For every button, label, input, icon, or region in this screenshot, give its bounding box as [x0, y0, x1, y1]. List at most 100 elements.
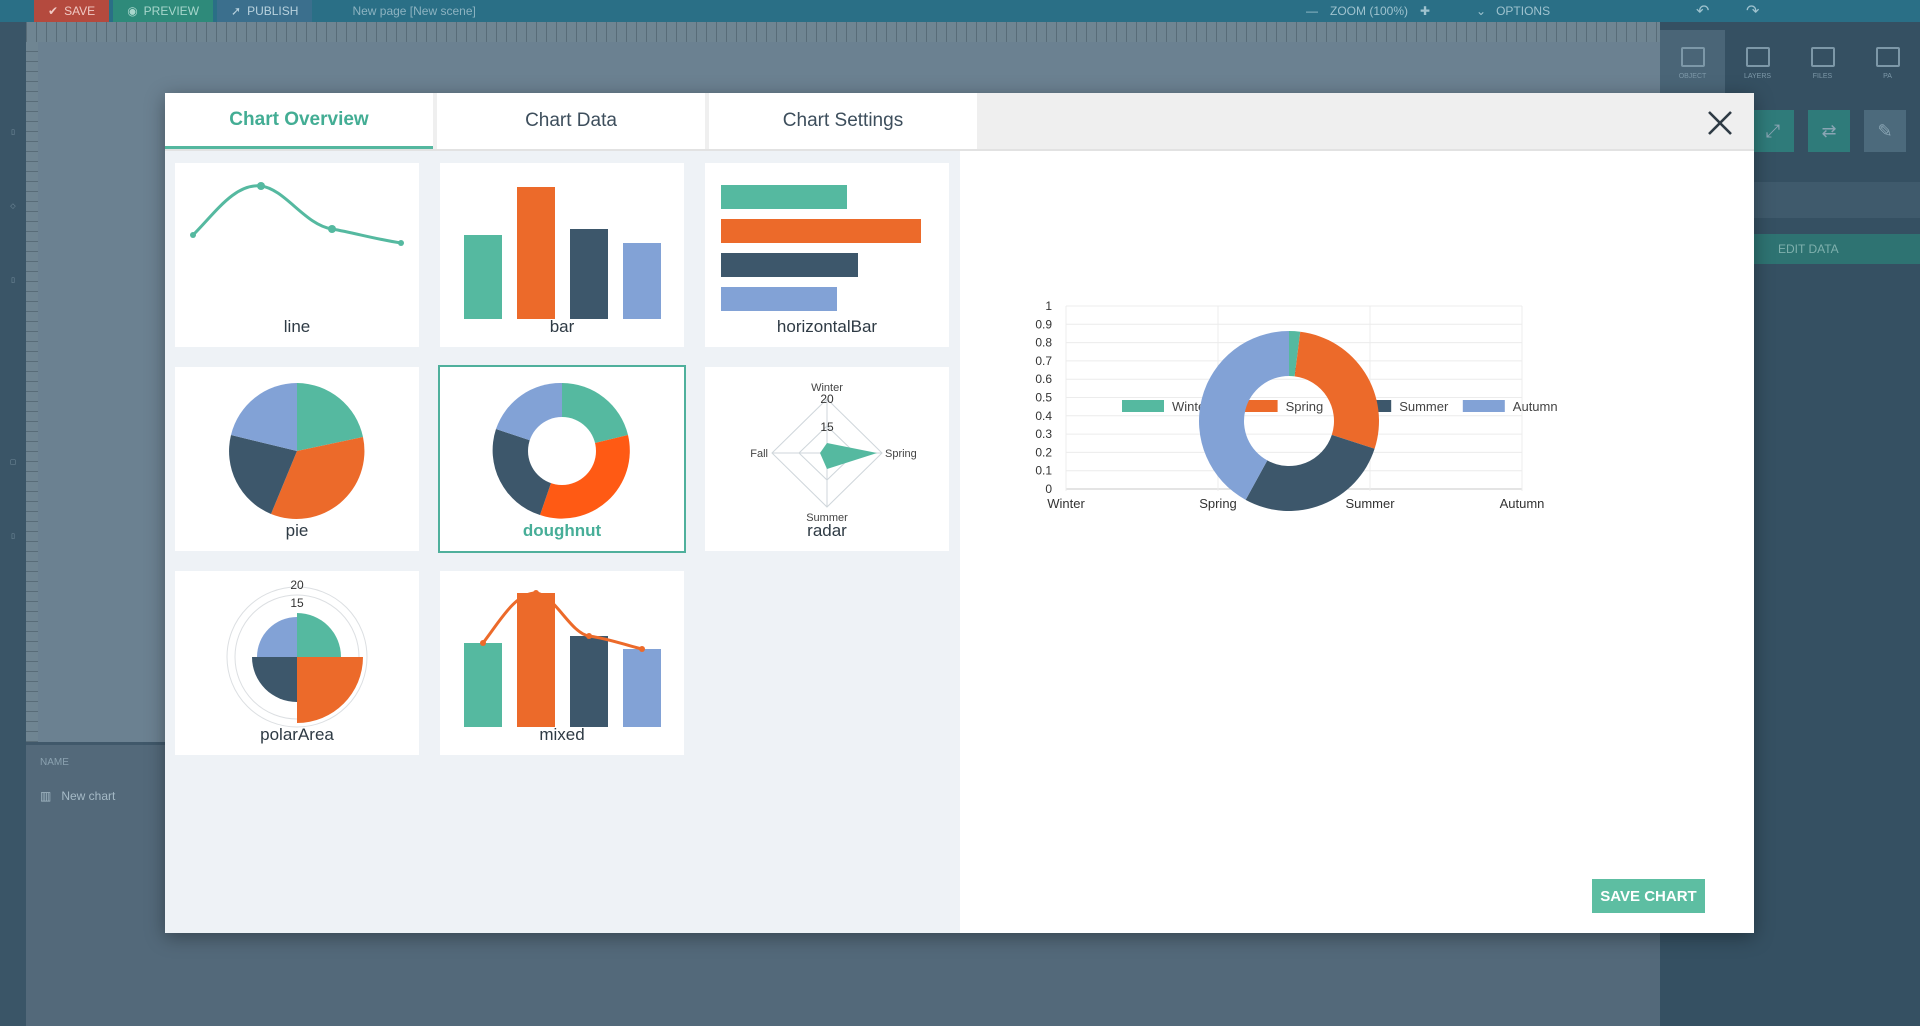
- chevron-down-icon: ⌄: [1476, 4, 1487, 18]
- tab-object[interactable]: OBJECT: [1660, 30, 1725, 96]
- doughnut-slice: [1199, 331, 1289, 500]
- y-tick-label: 1: [1045, 299, 1052, 313]
- left-tool-icon[interactable]: ▢: [9, 459, 17, 466]
- chart-type-label: doughnut: [522, 521, 602, 540]
- edit-data-button[interactable]: EDIT DATA: [1754, 234, 1920, 264]
- chart-type-label: horizontalBar: [776, 317, 878, 336]
- preview-button-label: PREVIEW: [143, 4, 200, 18]
- zoom-out-icon[interactable]: —: [1306, 4, 1318, 18]
- tab-chart-data[interactable]: Chart Data: [437, 93, 705, 149]
- chart-icon: ▥: [40, 789, 52, 803]
- redo-icon[interactable]: ↷: [1746, 3, 1760, 20]
- save-button[interactable]: ✔ SAVE: [34, 0, 110, 22]
- save-button-label: SAVE: [64, 4, 96, 18]
- image-icon: [1810, 46, 1835, 67]
- doughnut-slice: [1294, 331, 1379, 449]
- polar-tick-label: 15: [290, 596, 304, 610]
- doughnut-slice: [1245, 434, 1375, 511]
- expand-icon[interactable]: ⤢: [1752, 110, 1794, 152]
- box-icon: [1680, 46, 1705, 67]
- chart-dialog: Chart Overview Chart Data Chart Settings…: [165, 93, 1754, 933]
- chart-type-label: polarArea: [260, 725, 334, 744]
- horizontal-ruler: [26, 22, 1660, 42]
- undo-icon[interactable]: ↶: [1696, 3, 1710, 20]
- chart-type-label: radar: [807, 521, 847, 540]
- publish-button[interactable]: ➚ PUBLISH: [217, 0, 313, 22]
- zoom-in-icon[interactable]: ✚: [1420, 4, 1431, 18]
- zoom-control: — ZOOM (100%) ✚: [1306, 4, 1430, 18]
- mixed-chart-thumbnail: [464, 590, 661, 727]
- tab-chart-overview[interactable]: Chart Overview: [165, 93, 433, 149]
- properties-section: [1754, 182, 1920, 218]
- rocket-icon: ➚: [231, 4, 242, 18]
- y-tick-label: 0.3: [1035, 427, 1052, 441]
- tab-pa[interactable]: PA: [1855, 30, 1920, 96]
- tab-chart-settings[interactable]: Chart Settings: [709, 93, 977, 149]
- tab-files[interactable]: FILES: [1790, 30, 1855, 96]
- save-chart-button[interactable]: SAVE CHART: [1592, 879, 1705, 913]
- chart-type-pie[interactable]: pie: [175, 367, 419, 551]
- page-title: New page [New scene]: [352, 4, 476, 18]
- legend-swatch: [1462, 400, 1505, 412]
- y-tick-label: 0.7: [1035, 354, 1052, 368]
- doughnut-slice: [1289, 331, 1301, 377]
- layers-icon: [1745, 46, 1770, 67]
- left-tool-icon[interactable]: ▯: [11, 277, 15, 284]
- chart-type-line[interactable]: line: [175, 163, 419, 347]
- y-tick-label: 0.8: [1035, 336, 1052, 350]
- polar-tick-label: 20: [290, 578, 304, 592]
- preview-button[interactable]: ◉ PREVIEW: [113, 0, 214, 22]
- chart-type-radar[interactable]: Winter Spring Summer Fall 20 15 radar: [705, 367, 949, 551]
- x-tick-label: Autumn: [1500, 496, 1545, 511]
- object-tools: ⤢ ⇄ ✎ ⚭: [1752, 110, 1920, 152]
- chart-type-gallery: line bar horizontalBar: [165, 151, 960, 933]
- legend-swatch: [1122, 400, 1164, 412]
- sidebar-tabs: OBJECT LAYERS FILES PA: [1660, 30, 1920, 96]
- radar-tick-label: 20: [820, 392, 834, 406]
- chart-type-label: mixed: [539, 725, 585, 744]
- left-toolbar: ▯ ◇ ▯ ▢ ▯: [0, 22, 26, 1026]
- doughnut-chart-thumbnail: [492, 382, 630, 519]
- tab-pa-label: PA: [1883, 72, 1892, 80]
- bar-chart-thumbnail: [464, 187, 661, 319]
- vertical-ruler: [26, 42, 38, 742]
- legend-label: Summer: [1399, 399, 1449, 414]
- top-toolbar: ✔ SAVE ◉ PREVIEW ➚ PUBLISH New page [New…: [0, 0, 1920, 22]
- y-tick-label: 0.1: [1035, 464, 1052, 478]
- chart-type-label: bar: [549, 317, 575, 336]
- forecast-chart: ForecastWinterSpringSummerAutumn10.90.80…: [1035, 299, 1558, 511]
- chart-type-polararea[interactable]: 20 15 polarArea: [175, 571, 419, 755]
- y-tick-label: 0.2: [1035, 445, 1052, 459]
- legend-label: Autumn: [1513, 399, 1558, 414]
- chart-type-label: line: [283, 317, 311, 336]
- object-name: New chart: [61, 789, 116, 803]
- legend-label: Spring: [1286, 399, 1324, 414]
- shuffle-icon[interactable]: ⇄: [1808, 110, 1850, 152]
- horizontal-bar-chart-thumbnail: [721, 185, 921, 311]
- y-tick-label: 0.4: [1035, 409, 1052, 423]
- x-tick-label: Winter: [1047, 496, 1085, 511]
- left-tool-icon[interactable]: ◇: [10, 203, 16, 210]
- tab-object-label: OBJECT: [1678, 72, 1707, 80]
- chart-type-mixed[interactable]: mixed: [440, 571, 684, 755]
- name-column-header: NAME: [40, 757, 69, 768]
- radar-axis-label: Fall: [750, 448, 768, 460]
- object-list-item[interactable]: ▥ New chart: [40, 789, 115, 803]
- options-menu[interactable]: ⌄ OPTIONS: [1476, 4, 1550, 18]
- close-icon[interactable]: [1704, 107, 1736, 139]
- x-tick-label: Spring: [1199, 496, 1237, 511]
- chart-type-label: pie: [285, 521, 309, 540]
- chart-type-doughnut[interactable]: doughnut: [438, 365, 686, 553]
- check-icon: ✔: [48, 4, 59, 18]
- line-chart-thumbnail: [190, 182, 404, 246]
- tab-layers[interactable]: LAYERS: [1725, 30, 1790, 96]
- pencil-icon[interactable]: ✎: [1864, 110, 1906, 152]
- left-tool-icon[interactable]: ▯: [11, 533, 15, 540]
- chart-type-bar[interactable]: bar: [440, 163, 684, 347]
- chart-type-horizontalbar[interactable]: horizontalBar: [705, 163, 949, 347]
- left-tool-icon[interactable]: ▯: [11, 129, 15, 136]
- x-tick-label: Summer: [1345, 496, 1395, 511]
- radar-axis-label: Summer: [806, 512, 848, 524]
- y-tick-label: 0.6: [1035, 372, 1052, 386]
- options-label: OPTIONS: [1496, 4, 1551, 18]
